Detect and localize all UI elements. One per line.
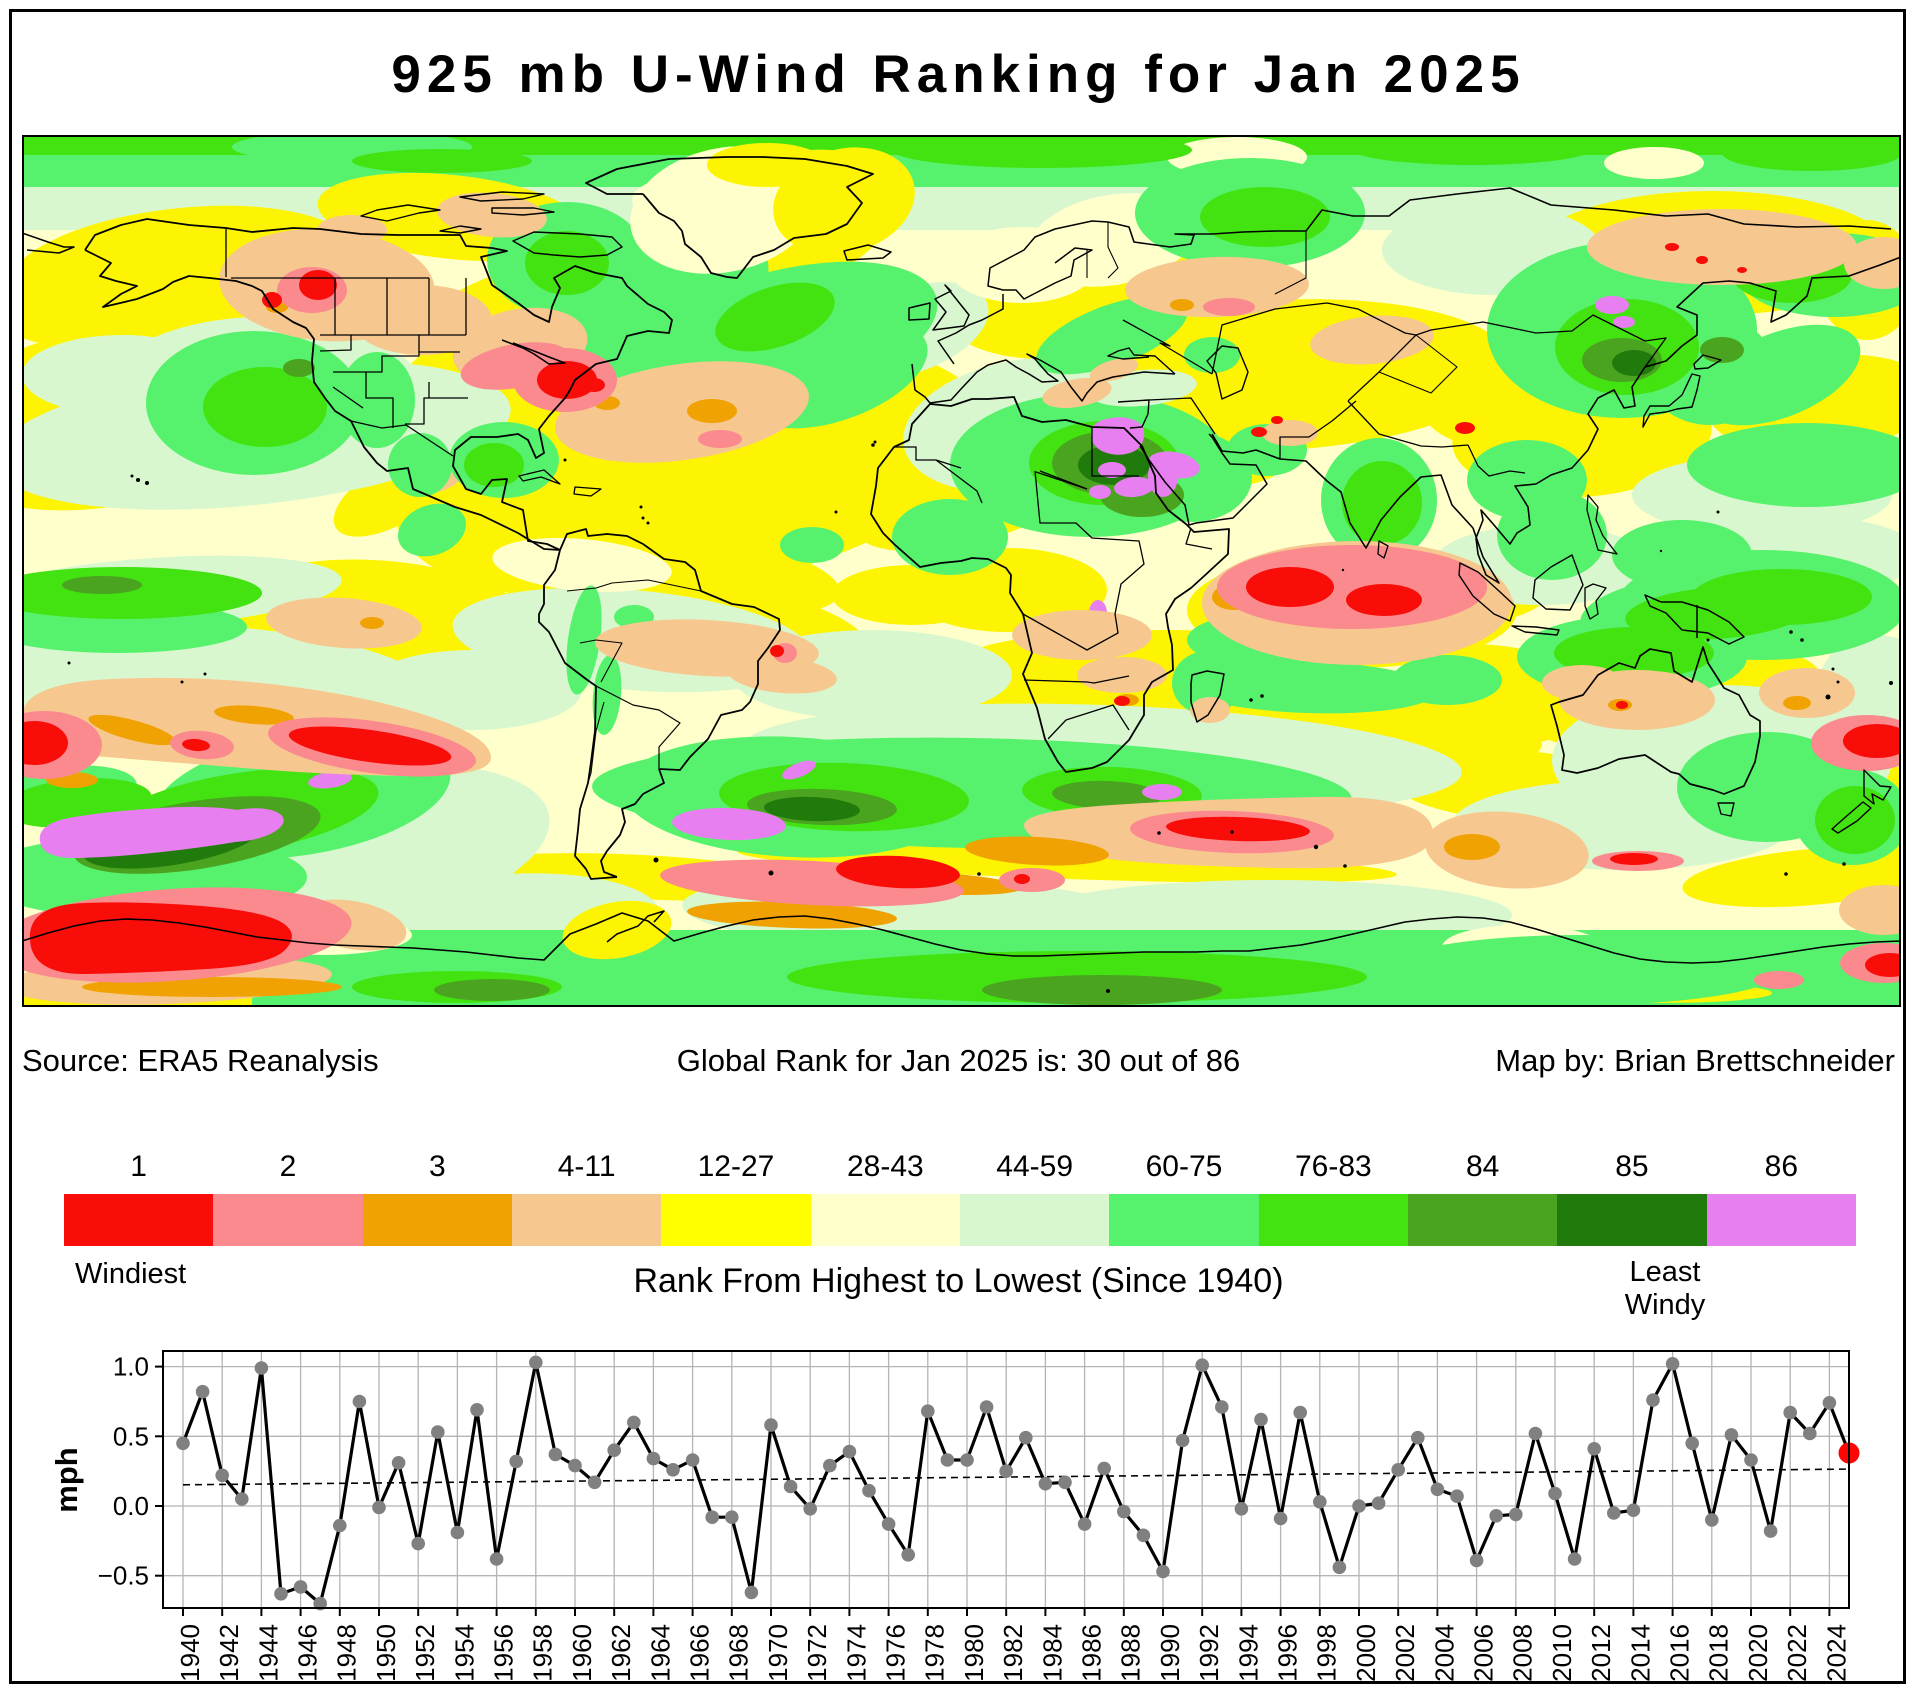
svg-text:1946: 1946 — [292, 1624, 322, 1682]
svg-text:1968: 1968 — [724, 1624, 754, 1682]
svg-text:1982: 1982 — [998, 1624, 1028, 1682]
svg-text:1990: 1990 — [1155, 1624, 1185, 1682]
svg-text:0.5: 0.5 — [113, 1421, 149, 1451]
svg-text:2012: 2012 — [1586, 1624, 1616, 1682]
svg-text:1978: 1978 — [920, 1624, 950, 1682]
svg-text:2016: 2016 — [1664, 1624, 1694, 1682]
svg-text:2022: 2022 — [1782, 1624, 1812, 1682]
svg-text:1998: 1998 — [1312, 1624, 1342, 1682]
svg-text:2000: 2000 — [1351, 1624, 1381, 1682]
svg-text:1976: 1976 — [880, 1624, 910, 1682]
svg-text:−0.5: −0.5 — [98, 1561, 149, 1591]
svg-text:1980: 1980 — [959, 1624, 989, 1682]
svg-text:1994: 1994 — [1233, 1624, 1263, 1682]
svg-text:1944: 1944 — [253, 1624, 283, 1682]
svg-text:2002: 2002 — [1390, 1624, 1420, 1682]
svg-text:1958: 1958 — [528, 1624, 558, 1682]
svg-text:mph: mph — [49, 1447, 84, 1512]
svg-text:2020: 2020 — [1743, 1624, 1773, 1682]
svg-text:2004: 2004 — [1429, 1624, 1459, 1682]
svg-text:1966: 1966 — [684, 1624, 714, 1682]
svg-text:1940: 1940 — [175, 1624, 205, 1682]
svg-text:1.0: 1.0 — [113, 1352, 149, 1382]
svg-text:1996: 1996 — [1272, 1624, 1302, 1682]
svg-text:1948: 1948 — [332, 1624, 362, 1682]
svg-text:2014: 2014 — [1625, 1624, 1655, 1682]
svg-text:1986: 1986 — [1076, 1624, 1106, 1682]
svg-text:1954: 1954 — [449, 1624, 479, 1682]
svg-text:1972: 1972 — [802, 1624, 832, 1682]
svg-text:2010: 2010 — [1547, 1624, 1577, 1682]
svg-text:1960: 1960 — [567, 1624, 597, 1682]
svg-text:1974: 1974 — [841, 1624, 871, 1682]
svg-text:1992: 1992 — [1194, 1624, 1224, 1682]
svg-text:2006: 2006 — [1468, 1624, 1498, 1682]
svg-text:1956: 1956 — [488, 1624, 518, 1682]
svg-text:0.0: 0.0 — [113, 1491, 149, 1521]
svg-text:1952: 1952 — [410, 1624, 440, 1682]
svg-text:1964: 1964 — [645, 1624, 675, 1682]
svg-text:1988: 1988 — [1116, 1624, 1146, 1682]
svg-text:2008: 2008 — [1508, 1624, 1538, 1682]
svg-text:2018: 2018 — [1704, 1624, 1734, 1682]
svg-text:1970: 1970 — [763, 1624, 793, 1682]
svg-text:2024: 2024 — [1821, 1624, 1851, 1682]
svg-text:1950: 1950 — [371, 1624, 401, 1682]
svg-text:1942: 1942 — [214, 1624, 244, 1682]
svg-text:1984: 1984 — [1037, 1624, 1067, 1682]
svg-text:1962: 1962 — [606, 1624, 636, 1682]
